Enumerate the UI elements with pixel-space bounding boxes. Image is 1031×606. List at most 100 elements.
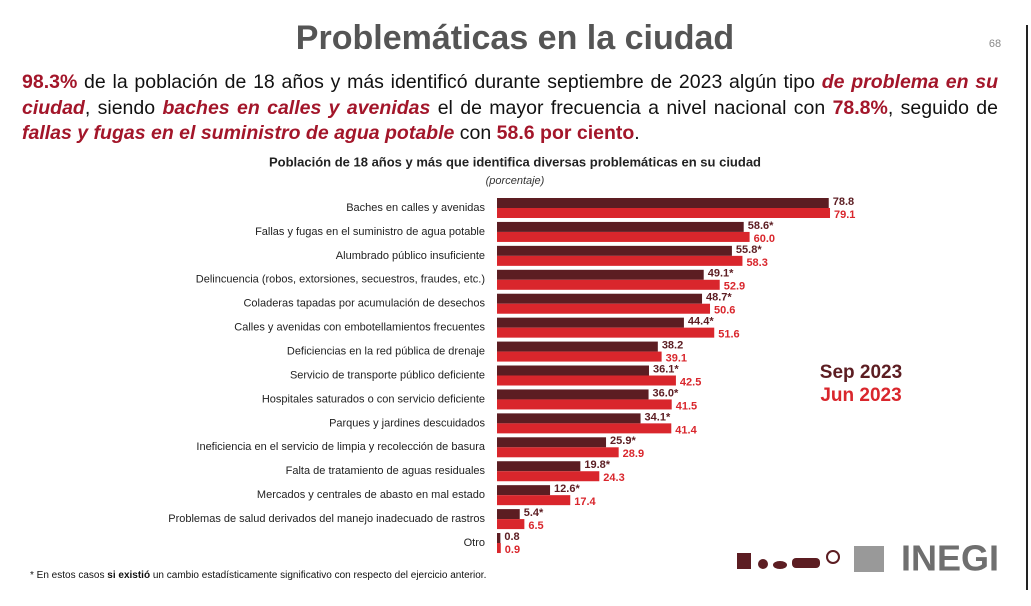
value-label: 48.7* [706, 292, 732, 304]
bar [497, 255, 743, 266]
value-label: 36.1* [653, 363, 679, 375]
value-label: 78.8 [833, 196, 854, 208]
value-label: 51.6 [718, 329, 739, 341]
bar [497, 279, 720, 290]
bar [497, 269, 704, 280]
value-label: 0.8 [504, 531, 519, 543]
bar [497, 293, 703, 304]
category-label: Deficiencias en la red pública de drenaj… [287, 345, 485, 357]
value-label: 34.1* [645, 411, 671, 423]
bar [497, 423, 672, 434]
category-label: Mercados y centrales de abasto en mal es… [257, 489, 485, 501]
value-label: 49.1* [708, 268, 734, 280]
bar [497, 399, 672, 410]
text: , seguido de [887, 96, 998, 119]
value-label: 39.1 [666, 352, 687, 364]
highlight: 78.8% [832, 96, 888, 119]
chart-title: Población de 18 años y más que identific… [269, 154, 761, 169]
category-label: Fallas y fugas en el suministro de agua … [255, 226, 485, 238]
bar [497, 485, 551, 496]
value-label: 36.0* [653, 387, 679, 399]
category-label: Baches en calles y avenidas [346, 202, 485, 214]
bar [497, 375, 676, 386]
value-label: 55.8* [736, 244, 762, 256]
bar [497, 509, 520, 520]
bar [497, 495, 571, 506]
category-label: Otro [464, 537, 485, 549]
bar [497, 413, 641, 424]
page-title: Problemáticas en la ciudad [296, 19, 734, 57]
highlight: 98.3% [22, 71, 78, 93]
bar [497, 221, 744, 232]
bar [497, 461, 581, 472]
category-label: Servicio de transporte público deficient… [290, 369, 485, 381]
bar [497, 365, 649, 376]
bar [497, 317, 684, 328]
value-label: 58.3 [746, 257, 767, 269]
bar [497, 231, 750, 242]
text: de la población de 18 años y más identif… [77, 71, 822, 93]
page-number: 68 [989, 38, 1001, 50]
value-label: 19.8* [584, 459, 610, 471]
value-label: 12.6* [554, 483, 580, 495]
value-label: 38.2 [662, 339, 683, 351]
text: el de mayor frecuencia a nivel nacional … [430, 96, 833, 119]
highlight: de problema en su ciudad [22, 71, 998, 119]
bar [497, 543, 501, 554]
text: un cambio estadísticamente significativo… [150, 570, 487, 581]
value-label: 58.6* [748, 220, 774, 232]
text: si existió [107, 570, 151, 581]
bar [497, 351, 662, 362]
value-label: 17.4 [574, 496, 596, 508]
value-label: 5.4* [524, 507, 544, 519]
bar [497, 471, 600, 482]
value-label: 6.5 [528, 520, 543, 532]
chart-subtitle: (porcentaje) [486, 175, 545, 187]
text: , siendo [84, 96, 163, 119]
highlight: baches en calles y avenidas [162, 96, 431, 119]
value-label: 60.0 [754, 233, 775, 245]
value-label: 24.3 [603, 472, 624, 484]
value-label: 28.9 [623, 448, 644, 460]
category-label: Alumbrado público insuficiente [336, 250, 485, 262]
bar [497, 533, 501, 544]
legend-label: Sep 2023 [820, 362, 902, 383]
value-label: 0.9 [505, 544, 520, 556]
value-label: 25.9* [610, 435, 636, 447]
text: . [634, 122, 640, 144]
category-label: Hospitales saturados o con servicio defi… [262, 393, 485, 405]
value-label: 50.6 [714, 305, 735, 317]
bar [497, 303, 711, 314]
logo: INEGI [901, 538, 999, 579]
summary-paragraph: 98.3% de la población de 18 años y más i… [22, 70, 998, 147]
category-label: Calles y avenidas con embotellamientos f… [234, 322, 485, 334]
category-label: Ineficiencia en el servicio de limpia y … [196, 441, 485, 453]
legend-label: Jun 2023 [820, 385, 901, 406]
text: * En estos casos [30, 570, 108, 581]
bar [497, 245, 732, 256]
value-label: 44.4* [688, 316, 714, 328]
value-label: 41.5 [676, 400, 697, 412]
footnote: * En estos casos si existió un cambio es… [30, 570, 486, 581]
category-label: Parques y jardines descuidados [329, 417, 485, 429]
bar [497, 198, 829, 208]
value-label: 42.5 [680, 376, 701, 388]
bar [497, 519, 525, 530]
category-label: Coladeras tapadas por acumulación de des… [243, 298, 485, 310]
bar [497, 341, 658, 352]
bar [497, 327, 715, 338]
text: con [454, 122, 497, 144]
bar [497, 447, 619, 458]
category-label: Falta de tratamiento de aguas residuales [286, 465, 486, 477]
bar [497, 389, 649, 400]
category-label: Problemas de salud derivados del manejo … [168, 513, 485, 525]
value-label: 41.4 [675, 424, 697, 436]
value-label: 79.1 [834, 209, 855, 221]
bar [497, 437, 607, 448]
category-label: Delincuencia (robos, extorsiones, secues… [196, 274, 485, 286]
highlight: 58.6 por ciento [496, 122, 635, 144]
highlight: fallas y fugas en el suministro de agua … [22, 122, 455, 144]
bar [497, 208, 831, 218]
